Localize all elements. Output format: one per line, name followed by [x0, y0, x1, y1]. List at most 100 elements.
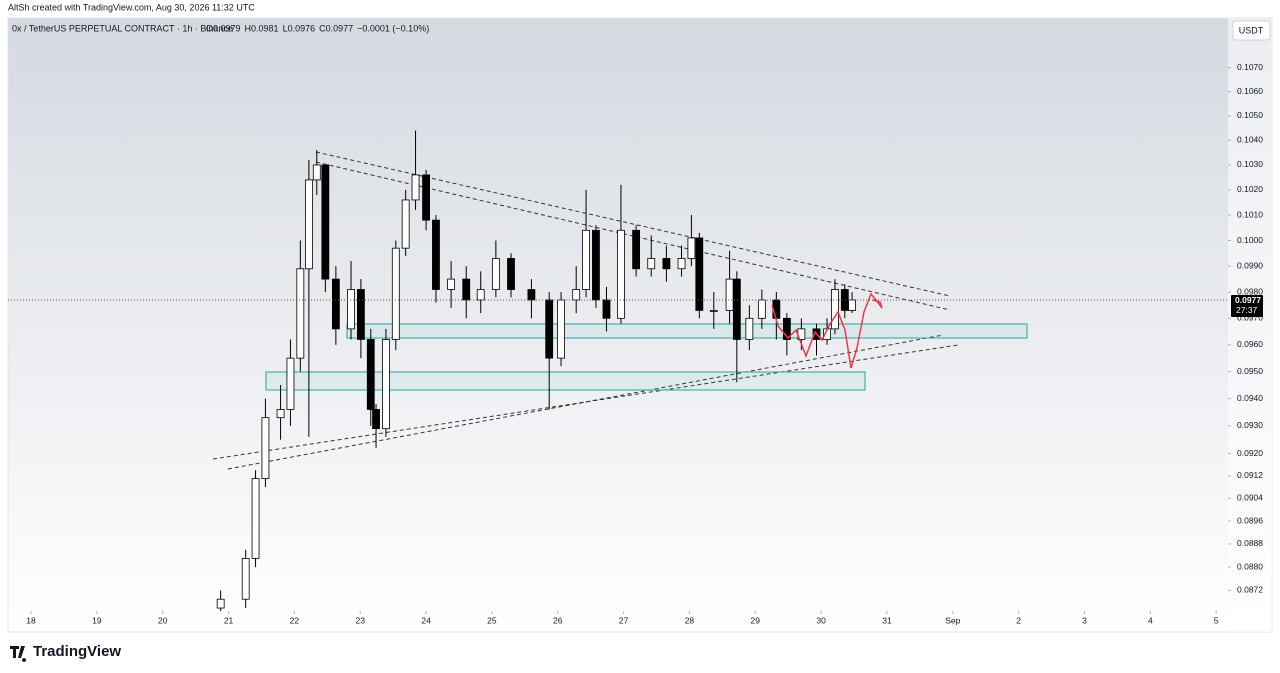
x-tick-label: 5 [1214, 615, 1219, 625]
ohlc-legend: O0.0979 H0.0981 L0.0976 C0.0977 −0.0001 (−0.… [206, 23, 429, 33]
candle-body [647, 258, 656, 270]
y-tick-label: 0.0888 [1237, 538, 1263, 548]
legend-value: C0.0977 [319, 23, 353, 33]
projection-path [771, 292, 883, 369]
brand: TradingView [10, 643, 121, 662]
candle-body [757, 299, 766, 319]
legend-value: −0.0001 (−0.10%) [357, 23, 429, 33]
candle-body [276, 409, 285, 419]
y-tick-label: 0.0980 [1237, 286, 1263, 296]
y-tick-label: 0.0872 [1237, 585, 1263, 595]
x-tick-label: 3 [1082, 615, 1087, 625]
x-tick-label: 26 [553, 615, 563, 625]
currency[interactable]: USDT [1239, 25, 1264, 35]
candle-body [401, 199, 410, 249]
x-tick-label: 22 [290, 615, 300, 625]
x-tick-label: 24 [421, 615, 431, 625]
y-tick-label: 0.0950 [1237, 366, 1263, 376]
y-tick-label: 0.0880 [1237, 561, 1263, 571]
y-tick-label: 0.0940 [1237, 393, 1263, 403]
y-tick-label: 0.1040 [1237, 135, 1263, 145]
support-zone [265, 371, 866, 391]
candle-body [261, 417, 270, 480]
candle-body [582, 229, 590, 290]
countdown: 27:37 [1236, 305, 1258, 315]
x-tick-label: 29 [751, 615, 761, 625]
candle-body [507, 258, 515, 290]
y-tick-label: 0.0912 [1237, 470, 1263, 480]
x-tick-label: 2 [1016, 615, 1021, 625]
candle-body [831, 289, 839, 330]
candle-body [411, 174, 420, 201]
trend-line [315, 151, 951, 297]
candle-body [557, 299, 565, 359]
last-price-box [1231, 294, 1263, 317]
last-price-label: 0.0977 [1235, 295, 1261, 305]
candle-body [662, 258, 671, 270]
axes: 0.1070 0.1060 0.1050 0.1040 0.1030 0.1020 0.10… [8, 62, 1263, 625]
y-tick-label: 0.1030 [1237, 159, 1263, 169]
y-tick-label: 0.0930 [1237, 420, 1263, 430]
credit: AltSh created with TradingView.com, Aug … [8, 2, 255, 12]
x-tick-label: 31 [882, 615, 892, 625]
candle-body [677, 258, 686, 270]
candle-body [592, 229, 600, 301]
y-tick-label: 0.0970 [1237, 313, 1263, 323]
candle-body [848, 299, 856, 311]
x-tick-label: 19 [92, 615, 102, 625]
y-tick-label: 0.1060 [1237, 86, 1263, 96]
candle-body [695, 237, 704, 311]
candle-body [241, 557, 250, 600]
candle-body [391, 247, 400, 340]
candle-body [447, 278, 455, 290]
y-tick-label: 0.0904 [1237, 493, 1263, 503]
candle-body [725, 278, 734, 311]
candle-body [527, 289, 536, 301]
candle-body [602, 299, 611, 319]
y-tick-label: 0.0960 [1237, 339, 1263, 349]
candle-body [347, 289, 355, 330]
x-tick-label: 18 [26, 615, 36, 625]
y-tick-label: 0.1020 [1237, 184, 1263, 194]
candle-body [782, 317, 791, 340]
candle-body [617, 229, 625, 319]
y-tick-label: 0.0920 [1237, 448, 1263, 458]
candle-body [216, 598, 225, 609]
candle-body [476, 289, 485, 301]
trend-line [227, 334, 944, 470]
candle-body [432, 219, 440, 290]
legend-value: H0.0981 [245, 23, 279, 33]
brand-name: TradingView [33, 643, 121, 660]
x-tick-label: 25 [487, 615, 497, 625]
y-tick-label: 0.0990 [1237, 260, 1263, 270]
candle-body [687, 237, 696, 259]
x-tick-label: 4 [1148, 615, 1153, 625]
candle-body [366, 339, 375, 410]
candle-body [732, 278, 741, 340]
y-tick-label: 0.1050 [1237, 110, 1263, 120]
candle-body [356, 289, 365, 340]
candle-body [372, 409, 380, 430]
candle-body [632, 229, 641, 270]
y-tick-label: 0.1000 [1237, 235, 1263, 245]
currency-button[interactable] [1232, 20, 1271, 41]
candle-body [286, 357, 295, 410]
candle-body [331, 278, 340, 330]
x-tick-label: 23 [356, 615, 366, 625]
candle-body [422, 174, 430, 221]
price-axis [1228, 18, 1272, 632]
legend-value: O0.0979 [206, 23, 241, 33]
x-tick-label: 30 [816, 615, 826, 625]
candle-body [312, 164, 321, 181]
candle-body [545, 299, 554, 359]
candle-body [462, 278, 471, 301]
candle-body [296, 268, 305, 359]
candle-body [251, 478, 260, 559]
y-tick-label: 0.1070 [1237, 62, 1263, 72]
x-tick-label: 21 [224, 615, 234, 625]
candle-body [745, 317, 754, 340]
brand-logo [10, 646, 27, 662]
candle-body [491, 258, 500, 290]
